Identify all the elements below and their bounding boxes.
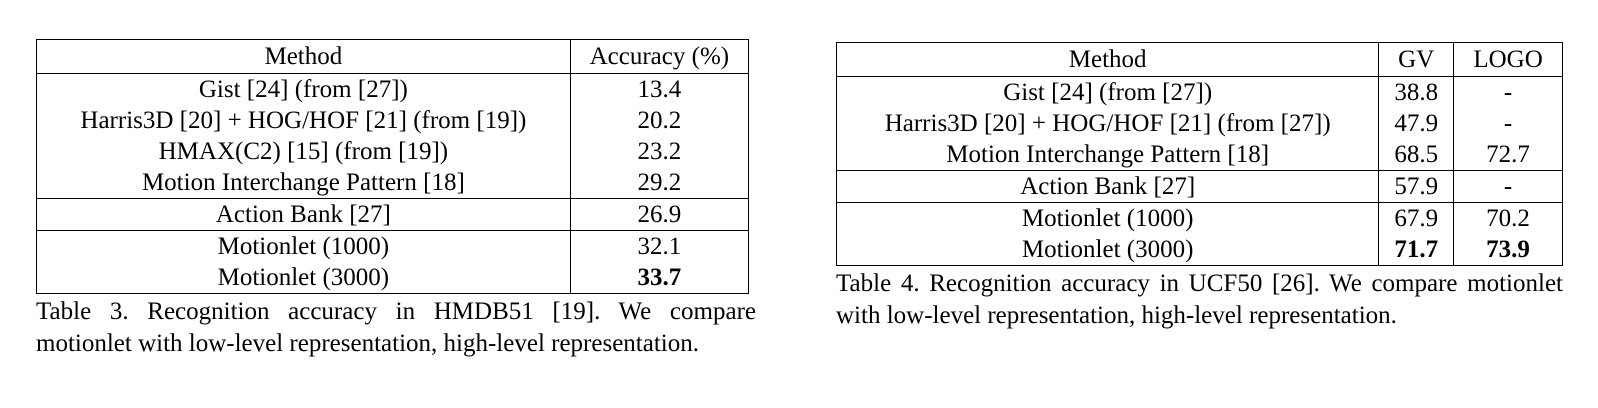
method-cell: Harris3D [20] + HOG/HOF [21] (from [27]) [835, 108, 1380, 139]
gv-cell: 68.5 [1378, 139, 1455, 171]
table-row: Motionlet (3000) 71.7 73.9 [835, 234, 1563, 266]
accuracy-cell: 26.9 [569, 198, 750, 231]
gv-cell: 67.9 [1378, 202, 1455, 234]
method-cell: Action Bank [27] [36, 198, 571, 231]
logo-cell: - [1453, 170, 1563, 203]
method-cell: Gist [24] (from [27]) [36, 73, 571, 105]
table-row: Harris3D [20] + HOG/HOF [21] (from [19])… [36, 105, 750, 136]
method-cell: Motionlet (3000) [835, 234, 1380, 266]
table-row: Motionlet (1000) 67.9 70.2 [835, 202, 1563, 234]
table-3-caption: Table 3. Recognition accuracy in HMDB51 … [36, 298, 756, 357]
accuracy-cell: 29.2 [569, 167, 750, 199]
table-row: Action Bank [27] 26.9 [36, 198, 750, 231]
gv-cell: 47.9 [1378, 108, 1455, 139]
accuracy-cell-best: 33.7 [569, 262, 750, 294]
accuracy-cell: 13.4 [569, 73, 750, 105]
method-cell: Gist [24] (from [27]) [835, 76, 1380, 108]
logo-cell-best: 73.9 [1453, 234, 1563, 266]
method-cell: HMAX(C2) [15] (from [19]) [36, 136, 571, 167]
method-cell: Motionlet (1000) [835, 202, 1380, 234]
method-cell: Motion Interchange Pattern [18] [835, 139, 1380, 171]
header-accuracy: Accuracy (%) [569, 39, 750, 74]
method-cell: Motionlet (3000) [36, 262, 571, 294]
header-logo: LOGO [1453, 42, 1563, 77]
accuracy-cell: 23.2 [569, 136, 750, 167]
method-cell: Action Bank [27] [835, 170, 1380, 203]
method-cell: Motionlet (1000) [36, 230, 571, 262]
table-3: Method Accuracy (%) Gist [24] (from [27]… [36, 39, 750, 294]
gv-cell-best: 71.7 [1378, 234, 1455, 266]
method-cell: Motion Interchange Pattern [18] [36, 167, 571, 199]
table-3-block: Method Accuracy (%) Gist [24] (from [27]… [36, 39, 756, 360]
table-row: Gist [24] (from [27]) 13.4 [36, 73, 750, 105]
accuracy-cell: 20.2 [569, 105, 750, 136]
gv-cell: 57.9 [1378, 170, 1455, 203]
table-row: Gist [24] (from [27]) 38.8 - [835, 76, 1563, 108]
header-method: Method [36, 39, 571, 74]
table-4: Method GV LOGO Gist [24] (from [27]) 38.… [835, 42, 1563, 266]
table-row: HMAX(C2) [15] (from [19]) 23.2 [36, 136, 750, 167]
method-cell: Harris3D [20] + HOG/HOF [21] (from [19]) [36, 105, 571, 136]
logo-cell: 70.2 [1453, 202, 1563, 234]
table-header-row: Method Accuracy (%) [36, 39, 750, 74]
table-4-block: Method GV LOGO Gist [24] (from [27]) 38.… [835, 42, 1563, 332]
logo-cell: - [1453, 108, 1563, 139]
table-row: Motion Interchange Pattern [18] 29.2 [36, 167, 750, 199]
table-row: Motion Interchange Pattern [18] 68.5 72.… [835, 139, 1563, 171]
logo-cell: 72.7 [1453, 139, 1563, 171]
header-gv: GV [1378, 42, 1455, 77]
accuracy-cell: 32.1 [569, 230, 750, 262]
table-row: Motionlet (1000) 32.1 [36, 230, 750, 262]
logo-cell: - [1453, 76, 1563, 108]
table-row: Action Bank [27] 57.9 - [835, 170, 1563, 203]
gv-cell: 38.8 [1378, 76, 1455, 108]
table-header-row: Method GV LOGO [835, 42, 1563, 77]
header-method: Method [835, 42, 1380, 77]
table-4-caption: Table 4. Recognition accuracy in UCF50 [… [836, 270, 1563, 329]
table-row: Motionlet (3000) 33.7 [36, 262, 750, 294]
table-row: Harris3D [20] + HOG/HOF [21] (from [27])… [835, 108, 1563, 139]
